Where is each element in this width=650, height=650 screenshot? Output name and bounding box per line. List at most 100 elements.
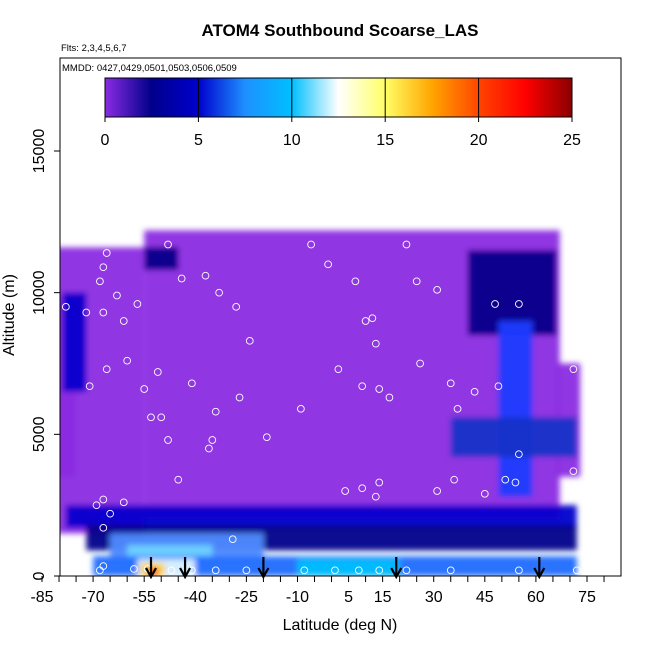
- profile-arrow-head: [145, 567, 157, 580]
- sample-point: [106, 509, 114, 518]
- profile-arrow: [533, 557, 546, 580]
- x-tick-label: -70: [82, 589, 105, 606]
- x-tick-label: 15: [374, 589, 392, 606]
- sample-point: [201, 271, 210, 280]
- chart-title: ATOM4 Southbound Scoarse_LAS: [201, 21, 478, 40]
- sample-point: [371, 339, 380, 348]
- sample-point: [211, 566, 220, 575]
- sample-point: [569, 467, 578, 476]
- x-tick-label: -85: [30, 589, 53, 606]
- sample-point: [402, 566, 411, 575]
- sample-point: [102, 365, 111, 374]
- sample-point: [354, 566, 363, 575]
- sample-point: [123, 356, 132, 365]
- sample-point: [99, 263, 108, 272]
- sample-point: [375, 385, 384, 393]
- colorbar-tick-label: 25: [563, 132, 581, 149]
- sample-point: [491, 300, 499, 308]
- sample-point: [515, 566, 523, 575]
- y-tick-label: 5000: [31, 416, 48, 452]
- sample-point: [501, 475, 510, 484]
- flights-label: Flts: 2,3,4,5,6,7: [61, 43, 126, 54]
- profile-arrow-head: [179, 567, 192, 580]
- heatmap-cell: [297, 559, 400, 576]
- sample-point: [245, 336, 254, 345]
- sample-point: [412, 277, 421, 286]
- profile-arrow: [390, 557, 403, 580]
- heatmap-cells: [60, 230, 581, 576]
- sample-point: [331, 566, 339, 575]
- heatmap-field: [60, 230, 581, 576]
- sample-points: [38, 240, 581, 575]
- colorbar-tick-label: 5: [194, 132, 203, 149]
- heatmap-cell: [62, 292, 87, 392]
- sample-point: [371, 492, 380, 501]
- sample-point: [235, 393, 244, 402]
- sample-point: [188, 379, 196, 388]
- sample-point: [511, 478, 520, 487]
- sample-point: [51, 450, 60, 459]
- heatmap-cell: [498, 321, 533, 497]
- sample-point: [119, 317, 128, 325]
- x-tick-label: -25: [235, 589, 258, 606]
- x-tick-label: -10: [286, 589, 309, 606]
- sample-point: [297, 404, 305, 413]
- sample-point: [61, 302, 70, 311]
- sample-point: [177, 274, 186, 283]
- x-tick-label: 30: [425, 589, 443, 606]
- sample-point: [416, 359, 424, 368]
- colorbar-tick-label: 20: [470, 132, 488, 149]
- sample-point: [140, 385, 149, 393]
- sample-point: [164, 436, 172, 444]
- sample-point: [375, 566, 384, 575]
- x-tick-label: -55: [133, 589, 156, 606]
- sample-point: [300, 566, 309, 575]
- sample-point: [232, 302, 241, 311]
- sample-point: [102, 249, 111, 257]
- x-axis: -85 -70 -55 -40 -25 -10 5 15 30 45 60 75: [30, 576, 605, 606]
- profile-arrow-head: [390, 567, 403, 580]
- sample-point: [433, 487, 441, 495]
- sample-point: [174, 475, 183, 484]
- x-tick-label: 5: [344, 589, 353, 606]
- sample-point: [153, 368, 162, 376]
- sample-point: [211, 407, 220, 416]
- plot-frame: [59, 57, 622, 577]
- sample-point: [334, 365, 343, 374]
- sample-point: [515, 450, 523, 459]
- sample-point: [446, 566, 455, 575]
- sample-point: [358, 382, 367, 391]
- x-tick-label: 60: [527, 589, 545, 606]
- colorbar: [104, 77, 573, 118]
- sample-point: [324, 260, 332, 269]
- x-tick-label: 75: [578, 589, 596, 606]
- heatmap-cell: [450, 417, 577, 457]
- y-axis-label: Altitude (m): [1, 274, 18, 356]
- y-tick-label: 0: [31, 571, 48, 580]
- profile-arrows: [145, 557, 546, 580]
- sample-point: [167, 566, 176, 575]
- colorbar-tick-label: 0: [101, 132, 110, 149]
- sample-point: [147, 413, 155, 422]
- sample-point: [215, 288, 223, 297]
- profile-arrow-head: [533, 567, 546, 580]
- sample-point: [96, 277, 104, 286]
- sample-point: [96, 566, 104, 575]
- sample-point: [38, 410, 46, 419]
- sample-point: [99, 523, 108, 532]
- sample-point: [480, 489, 489, 498]
- sample-point: [446, 379, 455, 388]
- sample-point: [164, 240, 172, 249]
- sample-point: [368, 314, 377, 323]
- sample-point: [385, 393, 394, 402]
- sample-point: [82, 308, 91, 317]
- sample-point: [402, 240, 411, 249]
- sample-point: [92, 501, 101, 510]
- sample-point: [453, 404, 462, 413]
- sample-point: [351, 277, 360, 286]
- sample-point: [113, 291, 121, 300]
- sample-point: [572, 566, 581, 575]
- x-axis-label: Latitude (deg N): [283, 617, 398, 634]
- profile-arrow: [145, 557, 157, 580]
- y-tick-label: 15000: [31, 129, 48, 174]
